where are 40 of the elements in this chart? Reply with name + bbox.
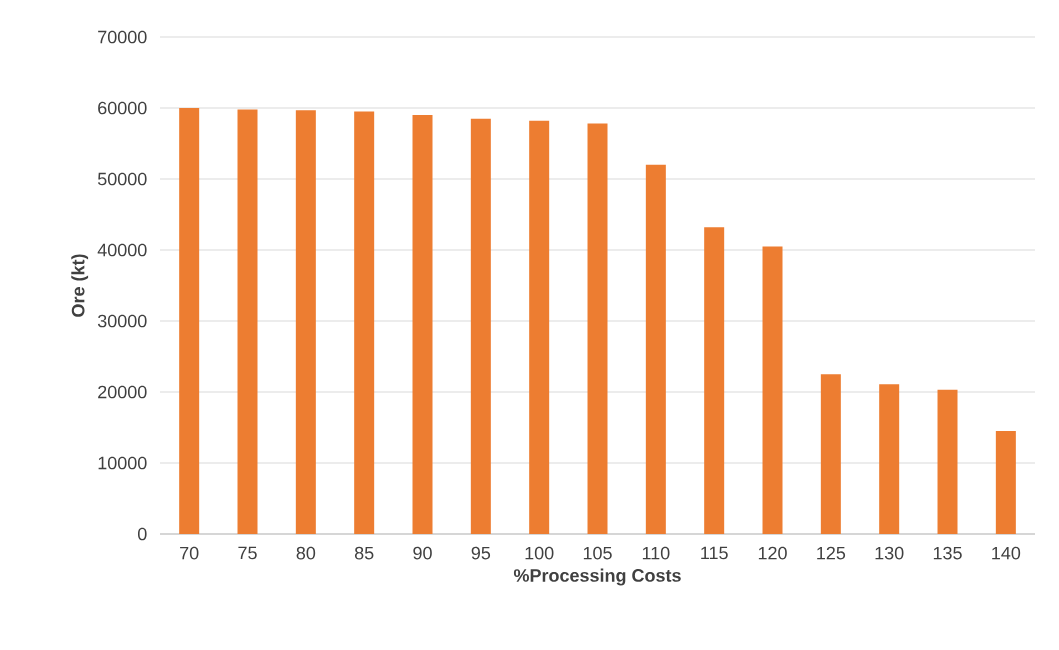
bar (295, 110, 316, 534)
bar (995, 431, 1016, 534)
bar (354, 111, 375, 534)
bar (879, 384, 900, 534)
y-tick-label: 0 (137, 527, 147, 541)
y-tick-label: 60000 (98, 101, 147, 115)
y-axis-title: Ore (kt) (71, 254, 89, 317)
bar (762, 246, 783, 534)
bar (529, 120, 550, 534)
x-tick-label: 120 (758, 546, 787, 560)
x-tick-label: 90 (413, 546, 432, 560)
bar (470, 118, 491, 534)
y-tick-label: 30000 (97, 314, 147, 328)
bar (587, 123, 608, 534)
y-tick-label: 10000 (98, 456, 147, 470)
bar (179, 108, 200, 534)
x-tick-label: 125 (817, 546, 846, 560)
bar (937, 389, 958, 534)
x-tick-label: 140 (992, 546, 1021, 560)
x-tick-label: 75 (238, 546, 257, 560)
y-tick-label: 40000 (97, 243, 147, 257)
bar (820, 374, 841, 534)
x-tick-label: 95 (471, 546, 491, 560)
x-tick-label: 85 (354, 546, 374, 560)
y-tick-label: 20000 (98, 385, 147, 399)
x-tick-label: 110 (642, 546, 670, 560)
x-tick-label: 135 (933, 546, 962, 560)
bar (237, 109, 258, 534)
x-tick-label: 115 (701, 546, 728, 560)
bar (645, 164, 666, 534)
x-tick-label: 70 (180, 546, 199, 560)
bar (704, 227, 725, 534)
x-axis-title: %Processing Costs (513, 568, 681, 586)
x-tick-label: 100 (525, 546, 554, 560)
x-tick-label: 80 (296, 546, 316, 560)
y-tick-label: 70000 (98, 30, 147, 44)
x-tick-label: 130 (875, 546, 904, 560)
x-tick-label: 105 (583, 546, 612, 560)
y-tick-label: 50000 (97, 172, 147, 186)
bar (412, 115, 433, 534)
